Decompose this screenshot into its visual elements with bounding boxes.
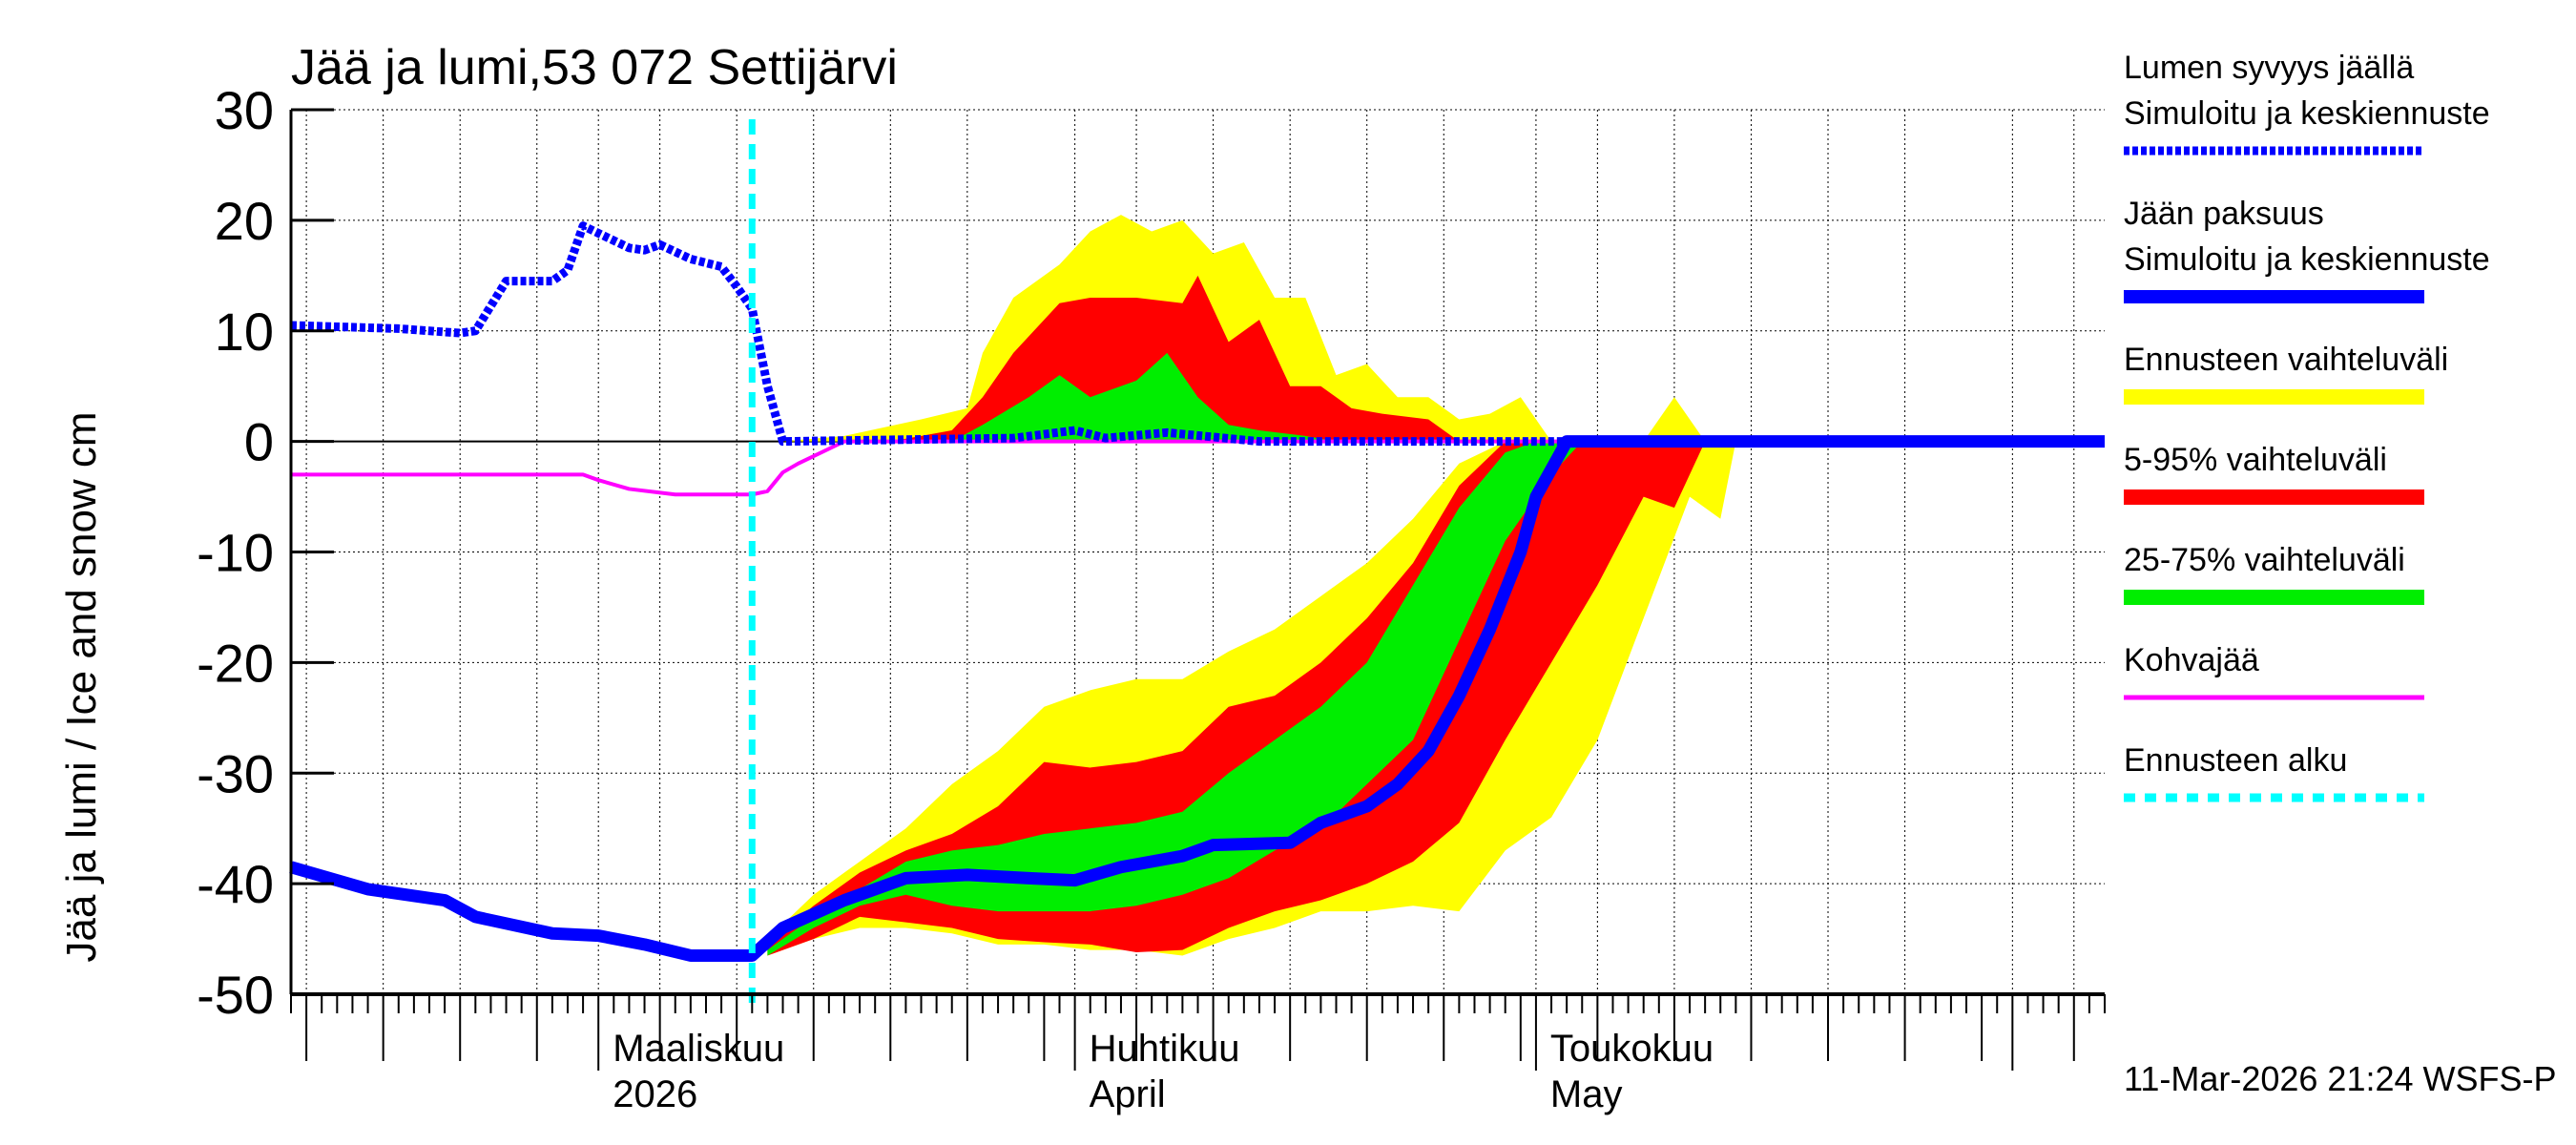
y-tick-label: -20 [197, 633, 274, 693]
chart-title: Jää ja lumi,53 072 Settijärvi [291, 40, 898, 95]
legend-label-2: Simuloitu ja keskiennuste [2124, 95, 2490, 132]
legend-label: Kohvajää [2124, 642, 2259, 678]
y-tick-label: -40 [197, 854, 274, 914]
timestamp: 11-Mar-2026 21:24 WSFS-P [2124, 1059, 2557, 1098]
band-snow-25-75 [951, 352, 1337, 442]
x-tick-label: Maaliskuu [613, 1028, 784, 1070]
series-ice-thickness [289, 435, 2105, 962]
legend-label: 5-95% vaihteluväli [2124, 442, 2387, 478]
legend: Lumen syvyys jäällä Simuloitu ja keskienn… [2124, 50, 2490, 802]
x-tick-label-2: 2026 [613, 1073, 697, 1115]
y-tick-label: 10 [215, 302, 274, 362]
legend-label: Lumen syvyys jäällä [2124, 50, 2414, 86]
y-tick-label: -30 [197, 743, 274, 803]
y-tick-label: 20 [215, 191, 274, 251]
series-lines [289, 119, 2105, 1004]
legend-label: Jään paksuus [2124, 196, 2324, 232]
legend-label: Ennusteen vaihteluväli [2124, 342, 2448, 378]
x-tick-label-2: April [1090, 1073, 1166, 1115]
x-tick-label: Huhtikuu [1090, 1028, 1240, 1070]
x-tick-label: Toukokuu [1550, 1028, 1714, 1070]
y-tick-label: 0 [244, 412, 274, 472]
y-tick-label: 30 [215, 80, 274, 140]
y-axis-label: Jää ja lumi / Ice and snow cm [58, 411, 105, 962]
y-tick-label: -50 [197, 965, 274, 1025]
legend-label: Ennusteen alku [2124, 742, 2347, 779]
y-tick-label: -10 [197, 523, 274, 583]
x-tick-label-2: May [1550, 1073, 1623, 1115]
series-snow-depth [290, 221, 2105, 447]
series-kohvajaa [291, 439, 2105, 497]
legend-label: 25-75% vaihteluväli [2124, 542, 2405, 578]
legend-label-2: Simuloitu ja keskiennuste [2124, 241, 2490, 278]
